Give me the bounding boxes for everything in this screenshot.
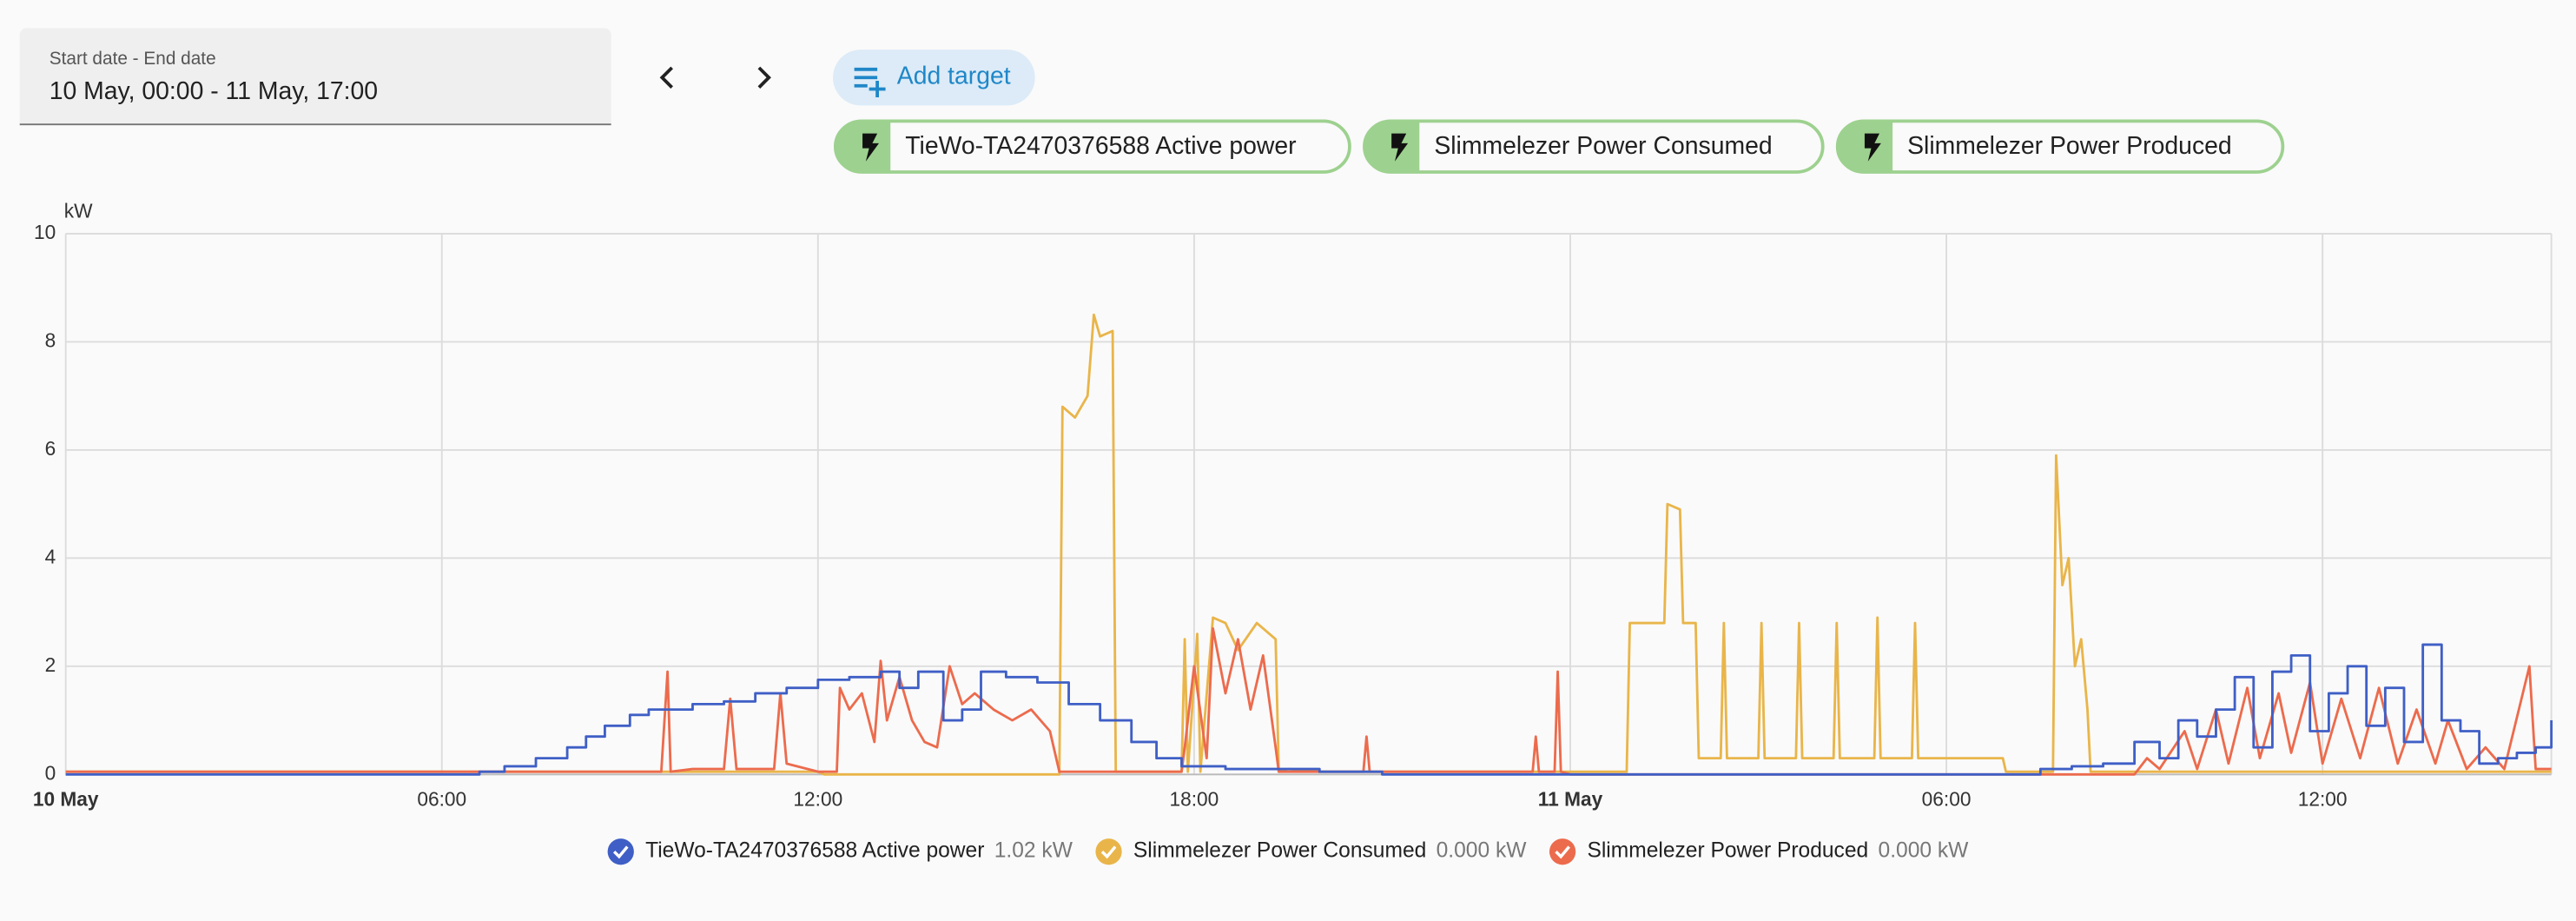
- legend-item[interactable]: TieWo-TA2470376588 Active power 1.02 kW: [607, 838, 1073, 865]
- legend-marker: [607, 838, 634, 865]
- x-tick-label: 06:00: [417, 788, 466, 811]
- y-tick-label: 2: [45, 653, 56, 676]
- x-tick-label: 12:00: [2298, 788, 2348, 811]
- date-label: Start date - End date: [50, 49, 216, 69]
- y-tick-label: 6: [45, 437, 56, 460]
- x-tick-label: 11 May: [1538, 788, 1603, 811]
- y-tick-label: 10: [34, 221, 56, 243]
- x-tick-label: 12:00: [793, 788, 842, 811]
- legend-marker: [1549, 838, 1576, 865]
- y-tick-label: 8: [45, 328, 56, 351]
- add-target-label: Add target: [897, 63, 1011, 90]
- chip-icon: [1864, 133, 1881, 162]
- chip-label: TieWo-TA2470376588 Active power: [905, 132, 1296, 160]
- target-chip[interactable]: TieWo-TA2470376588 Active power: [833, 119, 1351, 174]
- y-tick-label: 4: [45, 545, 56, 567]
- prev-button[interactable]: [659, 66, 673, 89]
- legend-label: Slimmelezer Power Consumed: [1133, 839, 1426, 863]
- legend-check: [612, 845, 629, 859]
- legend-state: 0.000 kW: [1437, 839, 1528, 863]
- series-line: [65, 643, 2553, 776]
- date-field[interactable]: [19, 28, 611, 126]
- x-tick-label: 18:00: [1170, 788, 1219, 811]
- date-value: 10 May, 00:00 - 11 May, 17:00: [50, 77, 378, 105]
- legend-item[interactable]: Slimmelezer Power Produced 0.000 kW: [1549, 838, 1969, 865]
- legend-item[interactable]: Slimmelezer Power Consumed 0.000 kW: [1095, 838, 1527, 865]
- chip-label: Slimmelezer Power Consumed: [1434, 132, 1772, 160]
- legend-check: [1555, 845, 1570, 859]
- legend-state: 1.02 kW: [994, 839, 1073, 863]
- x-tick-label: 10 May: [33, 788, 99, 811]
- add-target-button[interactable]: Add target: [833, 50, 1035, 106]
- chip-label: Slimmelezer Power Produced: [1907, 132, 2232, 160]
- y-unit: kW: [64, 199, 93, 222]
- legend-check: [1100, 845, 1117, 859]
- legend-state: 0.000 kW: [1879, 839, 1970, 863]
- target-chip[interactable]: Slimmelezer Power Produced: [1835, 119, 2285, 174]
- next-button[interactable]: [757, 66, 771, 89]
- target-chips: TieWo-TA2470376588 Active power Slimmelez…: [833, 119, 2285, 174]
- date-picker[interactable]: Start date - End date 10 May, 00:00 - 11…: [19, 28, 611, 126]
- add-target-icon: [854, 67, 886, 97]
- chip-icon: [1391, 133, 1409, 162]
- y-tick-label: 0: [45, 761, 56, 784]
- legend: TieWo-TA2470376588 Active power 1.02 kW Sl…: [607, 838, 1969, 865]
- chip-icon: [862, 133, 879, 162]
- add-target-bg[interactable]: [833, 50, 1035, 106]
- series-line: [65, 626, 2552, 776]
- target-chip[interactable]: Slimmelezer Power Consumed: [1363, 119, 1825, 174]
- legend-label: TieWo-TA2470376588 Active power: [645, 839, 984, 863]
- x-tick-label: 06:00: [1922, 788, 1972, 811]
- history-chart: kW 0 2 4 6 8 10 10 May 06:00 12:00 18:00 11 May 06:0…: [33, 199, 2553, 865]
- legend-label: Slimmelezer Power Produced: [1587, 839, 1868, 863]
- legend-marker: [1095, 838, 1122, 865]
